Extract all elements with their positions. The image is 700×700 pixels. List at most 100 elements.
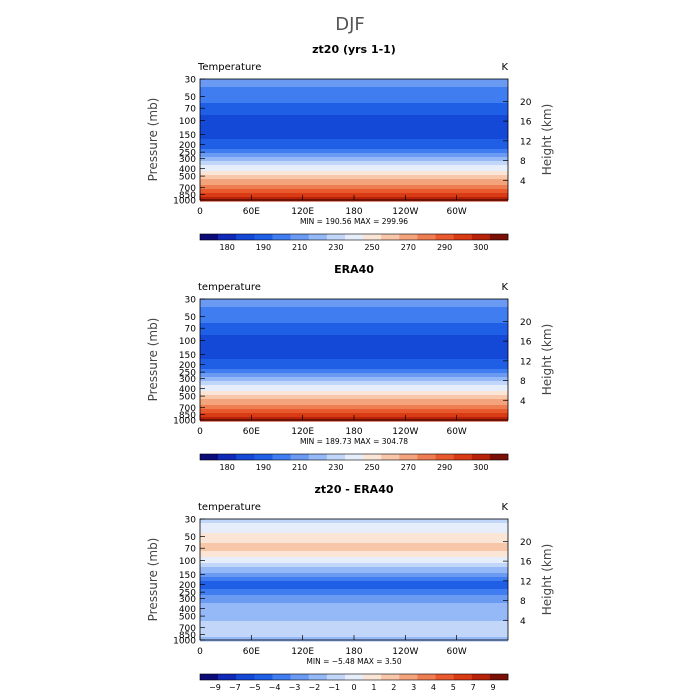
colorbar-label: 7: [471, 683, 476, 692]
contour-band: [200, 115, 508, 118]
colorbar-swatch: [435, 454, 454, 460]
contour-band: [200, 535, 508, 538]
height-tick-label: 8: [520, 597, 526, 607]
colorbar-swatch: [200, 454, 219, 460]
contour-band: [200, 387, 508, 390]
longitude-tick-label: 180: [345, 647, 362, 657]
colorbar-swatch: [399, 234, 418, 240]
contour-band: [200, 375, 508, 378]
longitude-tick-label: 120W: [392, 427, 418, 437]
contour-band: [200, 181, 508, 184]
colorbar-swatch: [471, 454, 491, 460]
colorbar-swatch: [326, 454, 346, 460]
contour-band: [200, 525, 508, 528]
colorbar-swatch: [363, 234, 382, 240]
contour-band: [200, 315, 508, 318]
longitude-tick-label: 120E: [291, 647, 314, 657]
pressure-tick-label: 700: [179, 404, 196, 414]
contour-band: [200, 633, 508, 636]
height-tick-label: 4: [520, 177, 526, 187]
height-tick-label: 8: [520, 157, 526, 167]
contour-band: [200, 137, 508, 140]
contour-band: [200, 413, 508, 416]
contour-band: [200, 601, 508, 604]
contour-band: [200, 571, 508, 574]
longitude-tick-label: 0: [197, 207, 203, 217]
contour-band: [200, 371, 508, 374]
contour-band: [200, 391, 508, 394]
pressure-tick-label: 300: [179, 595, 196, 605]
pressure-tick-label: 30: [185, 296, 197, 306]
contour-band: [200, 563, 508, 566]
colorbar-label: 250: [364, 463, 379, 472]
contour-band: [200, 411, 508, 414]
contour-band: [200, 113, 508, 116]
contour-band: [200, 183, 508, 186]
colorbar-swatch: [453, 454, 473, 460]
colorbar-label: 300: [473, 463, 488, 472]
contour-band: [200, 373, 508, 376]
contour-band: [200, 523, 508, 526]
pressure-tick-label: 100: [179, 117, 196, 127]
colorbar-swatch: [254, 234, 273, 240]
pressure-tick-label: 250: [179, 369, 196, 379]
contour-band: [200, 163, 508, 166]
pressure-tick-label: 300: [179, 155, 196, 165]
contour-band: [200, 179, 508, 182]
contour-band: [200, 385, 508, 388]
colorbar-label: −7: [229, 683, 241, 692]
pressure-tick-label: 300: [179, 375, 196, 385]
colorbar-frame: [199, 233, 509, 241]
contour-band: [200, 619, 508, 622]
height-tick-label: 20: [520, 98, 532, 108]
contour-band: [200, 551, 508, 554]
contour-band: [200, 141, 508, 144]
colorbar-swatch: [381, 234, 400, 240]
colorbar-swatch: [272, 454, 291, 460]
longitude-tick-label: 60W: [446, 427, 466, 437]
pressure-axis-label: Pressure (mb): [146, 318, 160, 402]
colorbar-swatch: [236, 454, 255, 460]
pressure-tick-label: 150: [179, 351, 196, 361]
colorbar-swatch: [489, 234, 509, 240]
contour-band: [200, 169, 508, 172]
longitude-tick-label: 60E: [243, 207, 260, 217]
contour-band: [200, 557, 508, 560]
contour-band: [200, 171, 508, 174]
units-label: K: [501, 62, 508, 73]
contour-band: [200, 547, 508, 550]
contour-band: [200, 335, 508, 338]
contour-band: [200, 129, 508, 132]
contour-band: [200, 167, 508, 170]
contour-band: [200, 545, 508, 548]
contour-band: [200, 153, 508, 156]
colorbar-swatch: [290, 674, 310, 680]
pressure-tick-label: 700: [179, 184, 196, 194]
colorbar-swatch: [471, 674, 491, 680]
units-label: K: [501, 282, 508, 293]
contour-band: [200, 407, 508, 410]
pressure-tick-label: 200: [179, 581, 196, 591]
height-tick-label: 8: [520, 377, 526, 387]
contour-band: [200, 187, 508, 190]
colorbar-label: −3: [288, 683, 300, 692]
pressure-tick-label: 50: [185, 533, 197, 543]
contour-band: [200, 565, 508, 568]
colorbar-label: 230: [328, 243, 343, 252]
contour-band: [200, 603, 508, 606]
contour-band: [200, 299, 508, 302]
contour-band: [200, 605, 508, 608]
contour-band: [200, 317, 508, 320]
contour-band: [200, 381, 508, 384]
colorbar-swatch: [399, 454, 418, 460]
colorbar-swatch: [236, 234, 255, 240]
height-tick-label: 20: [520, 538, 532, 548]
colorbar-swatch: [435, 234, 454, 240]
height-axis-label: Height (km): [540, 544, 554, 615]
colorbar-swatch: [417, 234, 436, 240]
colorbar-label: 190: [256, 243, 271, 252]
colorbar-label: 290: [437, 463, 452, 472]
contour-band: [200, 379, 508, 382]
